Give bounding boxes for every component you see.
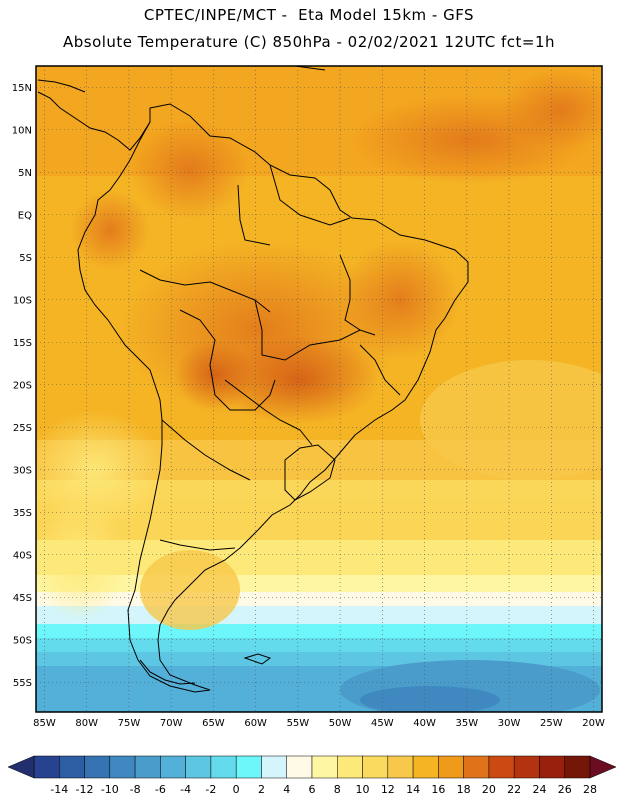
lat-tick-label: 20S (13, 380, 32, 391)
colorbar-label: 10 (356, 783, 370, 796)
colorbar-label: 0 (233, 783, 240, 796)
colorbar-swatch (337, 755, 363, 779)
colorbar-label: -14 (50, 783, 68, 796)
colorbar-label: 8 (334, 783, 341, 796)
lat-tick-label: 55S (13, 678, 32, 689)
temperature-field (36, 66, 602, 712)
colorbar-label: 26 (558, 783, 572, 796)
colorbar-swatch (362, 755, 389, 779)
colorbar-swatch (134, 755, 161, 779)
colorbar-swatch (84, 755, 111, 779)
colorbar-label: 24 (532, 783, 546, 796)
colorbar-swatch (539, 755, 565, 779)
colorbar (7, 755, 617, 779)
colorbar-swatch (160, 755, 186, 779)
lat-tick-label: 40S (13, 550, 32, 561)
lat-tick-label: 10N (12, 125, 32, 136)
lat-tick-label: 15N (12, 83, 32, 94)
lat-tick-label: 45S (13, 593, 32, 604)
colorbar-swatch (513, 755, 540, 779)
colorbar-label: 20 (482, 783, 496, 796)
map-frame (35, 65, 603, 713)
colorbar-swatch (59, 755, 85, 779)
lon-tick-label: 20W (582, 718, 605, 729)
colorbar-swatch (387, 755, 414, 779)
colorbar-swatch (463, 755, 490, 779)
colorbar-swatch (210, 755, 237, 779)
colorbar-labels: -14 -12 -10 -8 -6 -4 -2 0 2 4 6 8 10 12 14 16 18 20 22 24 26… (50, 783, 597, 796)
colorbar-label: 14 (406, 783, 420, 796)
colorbar-label: 6 (309, 783, 316, 796)
lon-tick-label: 40W (413, 718, 436, 729)
longitude-axis: 85W 80W 75W 70W 65W 60W 55W 50W 45W 40W 35W 30W 25W 2… (33, 718, 605, 729)
lon-tick-label: 60W (244, 718, 267, 729)
lat-tick-label: 10S (13, 295, 32, 306)
colorbar-label: -2 (205, 783, 216, 796)
colorbar-label: -10 (101, 783, 119, 796)
colorbar-swatch (261, 755, 287, 779)
lon-tick-label: 65W (202, 718, 225, 729)
chart-title-line-1: CPTEC/INPE/MCT - Eta Model 15km - GFS (143, 6, 475, 24)
latitude-axis: 15N 10N 5N EQ 5S 10S 15S 20S 25S 30S 35S 40S 45S 50S 5… (12, 83, 32, 689)
colorbar-label: 16 (431, 783, 445, 796)
colorbar-swatch (185, 755, 212, 779)
lat-tick-label: EQ (18, 210, 32, 221)
lon-tick-label: 80W (75, 718, 98, 729)
colorbar-label: 18 (457, 783, 471, 796)
colorbar-max-arrow (589, 755, 617, 779)
colorbar-swatch (286, 755, 313, 779)
colorbar-label: -6 (155, 783, 166, 796)
colorbar-swatch (488, 755, 515, 779)
colorbar-label: 12 (381, 783, 395, 796)
lon-tick-label: 85W (33, 718, 56, 729)
colorbar-swatch (235, 755, 262, 779)
colorbar-swatch (311, 755, 338, 779)
colorbar-swatch (33, 755, 60, 779)
colorbar-label: -8 (130, 783, 141, 796)
lat-tick-label: 15S (13, 338, 32, 349)
lon-tick-label: 50W (329, 718, 352, 729)
lon-tick-label: 75W (118, 718, 141, 729)
colorbar-swatch (109, 755, 136, 779)
colorbar-label: 4 (283, 783, 290, 796)
lon-tick-label: 25W (540, 718, 563, 729)
lat-tick-label: 5S (19, 253, 32, 264)
colorbar-min-arrow (7, 755, 35, 779)
colorbar-swatch (412, 755, 439, 779)
lat-tick-label: 50S (13, 635, 32, 646)
colorbar-label: 2 (258, 783, 265, 796)
lon-tick-label: 55W (287, 718, 310, 729)
lat-tick-label: 30S (13, 465, 32, 476)
lon-tick-label: 70W (160, 718, 183, 729)
colorbar-label: 22 (507, 783, 521, 796)
chart-title-line-2: Absolute Temperature (C) 850hPa - 02/02/… (62, 33, 556, 51)
lon-tick-label: 35W (456, 718, 479, 729)
lon-tick-label: 30W (498, 718, 521, 729)
lat-tick-label: 5N (18, 168, 32, 179)
colorbar-label: -12 (76, 783, 94, 796)
colorbar-label: -4 (180, 783, 191, 796)
lon-tick-label: 45W (371, 718, 394, 729)
colorbar-label: 28 (583, 783, 597, 796)
lat-tick-label: 35S (13, 508, 32, 519)
colorbar-swatch (438, 755, 464, 779)
colorbar-swatch (564, 755, 591, 779)
lat-tick-label: 25S (13, 423, 32, 434)
